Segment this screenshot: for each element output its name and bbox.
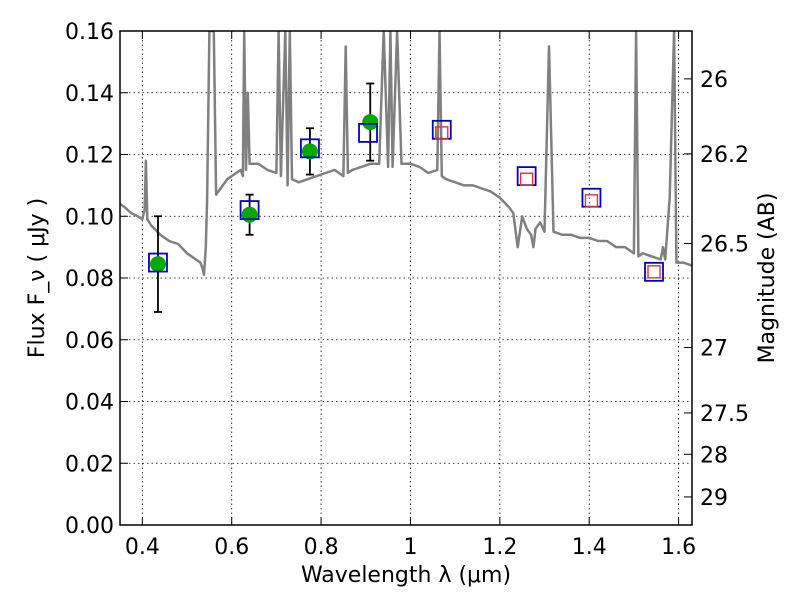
model-square-blue (148, 252, 168, 273)
model-square-red (519, 172, 534, 186)
y-tick-label: 0.02 (65, 452, 114, 477)
x-tick-label: 0.4 (125, 535, 160, 560)
right-tick-label: 26 (700, 68, 728, 93)
model-square-red (647, 265, 661, 279)
model-square-red (435, 126, 449, 140)
model-square-blue (358, 122, 378, 143)
model-photometry-squares-red (435, 126, 661, 279)
right-tick-label: 28 (700, 443, 728, 468)
right-tick-label: 29 (700, 486, 728, 511)
x-tick-label: 1 (403, 535, 417, 560)
right-axis-label: Magnitude (AB) (755, 193, 780, 364)
y-tick-label: 0.16 (65, 20, 114, 45)
y-tick-label: 0.12 (65, 144, 114, 169)
y-tick-label: 0.04 (65, 391, 114, 416)
model-spectrum-line (120, 31, 692, 277)
x-axis-label: Wavelength λ (μm) (301, 563, 511, 588)
y-tick-label: 0.08 (65, 267, 114, 292)
right-axis-ticks: 26 26.2 26.5 27 27.5 28 29 (684, 68, 749, 511)
right-tick-label: 27.5 (700, 402, 749, 427)
x-tick-label: 1.6 (661, 535, 696, 560)
observed-point (241, 206, 258, 223)
x-tick-label: 1.4 (572, 535, 607, 560)
observed-points (149, 114, 379, 273)
right-tick-label: 26.2 (700, 143, 749, 168)
y-tick-label: 0.00 (65, 514, 114, 539)
y-axis-label: Flux F_ν ( μJy ) (25, 198, 50, 358)
x-tick-label: 0.6 (214, 535, 249, 560)
x-tick-label: 1.2 (482, 535, 517, 560)
right-tick-label: 26.5 (700, 232, 749, 257)
right-tick-label: 27 (700, 336, 728, 361)
x-tick-label: 0.8 (304, 535, 339, 560)
plot-content (120, 31, 692, 313)
y-tick-label: 0.06 (65, 329, 114, 354)
y-tick-label: 0.14 (65, 82, 114, 107)
y-tick-label: 0.10 (65, 205, 114, 230)
model-square-red (584, 194, 599, 208)
observed-point (149, 256, 166, 273)
model-square-blue (300, 138, 320, 159)
y-axis-ticks: 0.00 0.02 0.04 0.06 0.08 0.10 0.12 0.14 0.16 (65, 20, 128, 539)
model-square-blue (644, 261, 664, 282)
observed-point (362, 114, 379, 131)
x-axis-ticks: 0.4 0.6 0.8 1 1.2 1.4 1.6 (125, 31, 696, 560)
model-square-blue (239, 200, 260, 220)
observed-point (301, 143, 318, 160)
grid (120, 31, 692, 525)
